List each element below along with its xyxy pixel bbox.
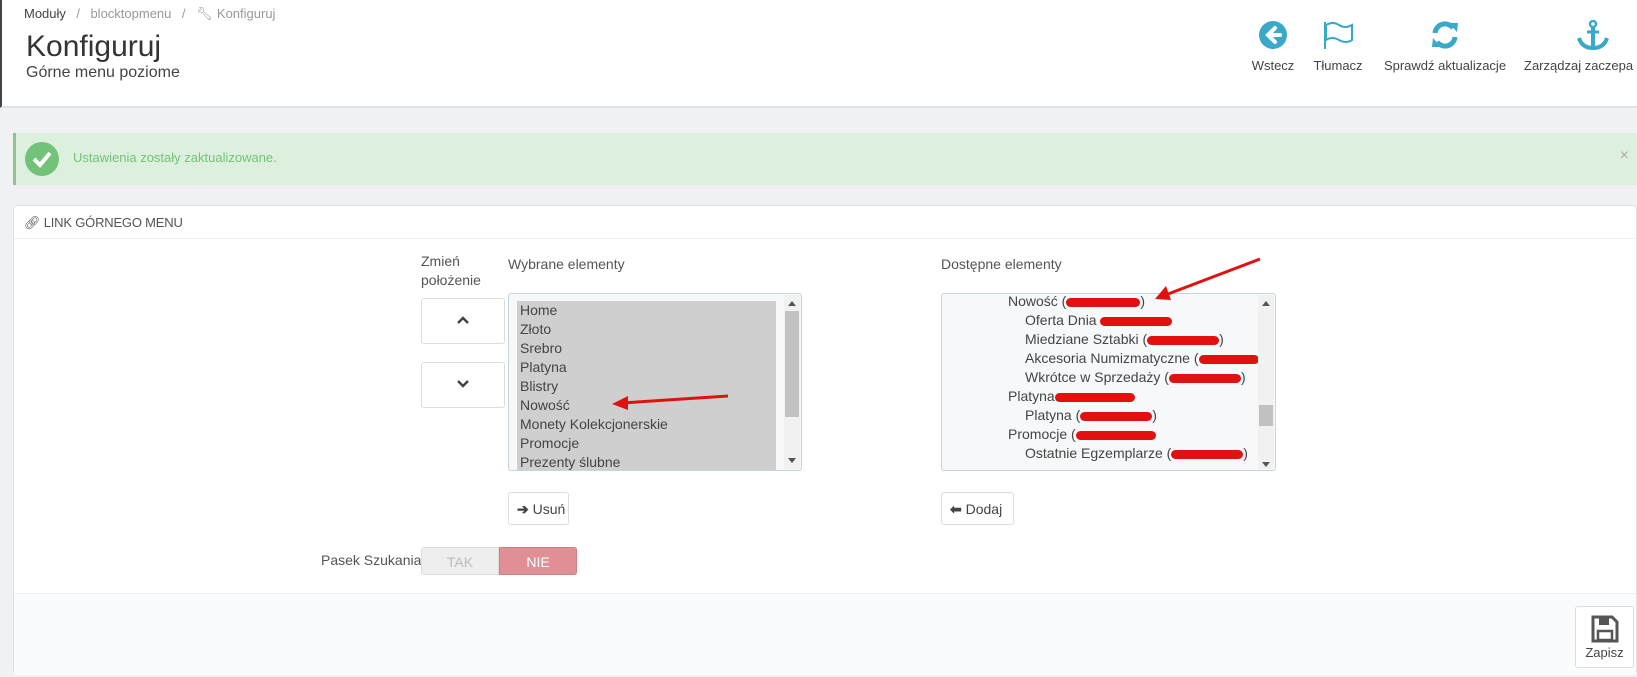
remove-button[interactable]: ➔ Usuń bbox=[508, 492, 569, 525]
item-label: Miedziane Sztabki ( bbox=[1025, 331, 1148, 347]
breadcrumb-modules[interactable]: Moduły bbox=[24, 6, 66, 21]
wrench-icon: 🔧︎ bbox=[195, 6, 213, 21]
save-label: Zapisz bbox=[1585, 645, 1624, 660]
page-header: Moduły / blocktopmenu / 🔧︎ Konfiguruj Ko… bbox=[0, 0, 1637, 108]
item-label: Ostatnie Egzemplarze ( bbox=[1025, 445, 1172, 461]
refresh-icon bbox=[1432, 21, 1458, 49]
list-item[interactable]: Blistry bbox=[520, 378, 559, 394]
redaction-mark bbox=[1147, 335, 1220, 345]
redaction-mark bbox=[1171, 449, 1244, 459]
scrollbar[interactable] bbox=[1258, 295, 1274, 469]
item-label: Platyna ( bbox=[1025, 407, 1081, 423]
list-item[interactable]: Wkrótce w Sprzedaży () bbox=[942, 368, 1252, 387]
item-label: Platyna bbox=[1008, 388, 1055, 404]
redaction-mark bbox=[1066, 297, 1141, 307]
page-subtitle: Górne menu poziome bbox=[26, 64, 180, 81]
redaction-mark bbox=[1075, 430, 1156, 440]
item-label: Wkrótce w Sprzedaży ( bbox=[1025, 369, 1169, 385]
chevron-up-icon bbox=[457, 316, 469, 324]
manage-hooks-label: Zarządzaj zaczepa bbox=[1524, 58, 1634, 73]
save-button[interactable]: Zapisz bbox=[1575, 606, 1634, 668]
list-item[interactable]: Platyna bbox=[520, 359, 567, 375]
add-button[interactable]: ⬅︎ Dodaj bbox=[941, 492, 1014, 525]
alert-message: Ustawienia zostały zaktualizowane. bbox=[73, 150, 277, 165]
close-icon[interactable]: × bbox=[1619, 147, 1629, 164]
success-alert: Ustawienia zostały zaktualizowane. × bbox=[13, 133, 1637, 185]
arrow-left-icon: ⬅︎ bbox=[950, 501, 962, 517]
list-item[interactable]: Promocje bbox=[520, 435, 580, 451]
page-title: Konfiguruj bbox=[26, 30, 162, 63]
list-item[interactable]: Prezenty ślubne bbox=[520, 454, 621, 470]
item-label: Promocje ( bbox=[1008, 426, 1076, 442]
item-suffix: ) bbox=[1243, 445, 1248, 461]
add-label: Dodaj bbox=[965, 501, 1003, 517]
toggle-yes[interactable]: TAK bbox=[421, 547, 499, 575]
floppy-disk-icon bbox=[1591, 615, 1618, 643]
back-label: Wstecz bbox=[1251, 58, 1295, 73]
item-label: Nowość ( bbox=[1008, 293, 1067, 309]
search-bar-toggle[interactable]: TAK NIE bbox=[421, 547, 577, 575]
list-item[interactable]: Platyna () bbox=[942, 406, 1252, 425]
item-suffix: ) bbox=[1140, 293, 1146, 309]
breadcrumb: Moduły / blocktopmenu / 🔧︎ Konfiguruj bbox=[24, 6, 276, 21]
arrow-right-icon: ➔ bbox=[517, 501, 529, 517]
panel-heading: 🔗︎ LINK GÓRNEGO MENU bbox=[14, 206, 1636, 239]
list-item[interactable]: Platyna bbox=[942, 387, 1252, 406]
available-items-list[interactable]: Nowość () Oferta Dnia Miedziane Sztabki (… bbox=[941, 293, 1276, 471]
selected-items-list[interactable]: Home Złoto Srebro Platyna Blistry Nowość Monet… bbox=[508, 293, 802, 471]
panel-footer: Zapisz bbox=[14, 593, 1636, 675]
top-menu-link-panel: 🔗︎ LINK GÓRNEGO MENU Zmień położenie Wyb… bbox=[13, 205, 1637, 675]
list-item[interactable]: Ostatnie Egzemplarze () bbox=[942, 444, 1252, 463]
check-updates-button[interactable]: Sprawdź aktualizacje bbox=[1380, 20, 1510, 73]
panel-heading-text: LINK GÓRNEGO MENU bbox=[43, 215, 183, 230]
list-item[interactable]: Nowość () bbox=[942, 293, 1252, 311]
list-item[interactable]: Nowość bbox=[520, 397, 570, 413]
redaction-mark bbox=[1100, 316, 1173, 326]
link-icon: 🔗︎ bbox=[24, 215, 41, 230]
move-up-button[interactable] bbox=[421, 298, 505, 344]
remove-label: Usuń bbox=[532, 501, 566, 517]
breadcrumb-current: Konfiguruj bbox=[216, 6, 276, 21]
chevron-down-icon bbox=[457, 380, 469, 388]
redaction-mark bbox=[1198, 354, 1259, 364]
manage-hooks-button[interactable]: Zarządzaj zaczepa bbox=[1524, 20, 1637, 73]
list-item[interactable]: Akcesoria Numizmatyczne ( bbox=[942, 349, 1259, 368]
arrow-circle-left-icon bbox=[1259, 21, 1287, 49]
list-item[interactable]: Srebro bbox=[520, 340, 563, 356]
check-circle-icon bbox=[25, 142, 59, 176]
anchor-icon bbox=[1577, 20, 1609, 50]
breadcrumb-blocktopmenu[interactable]: blocktopmenu bbox=[90, 6, 172, 21]
translate-label: Tłumacz bbox=[1313, 58, 1363, 73]
move-down-button[interactable] bbox=[421, 362, 505, 408]
translate-button[interactable]: Tłumacz bbox=[1308, 20, 1368, 73]
reorder-label: Zmień położenie bbox=[421, 253, 481, 288]
list-item[interactable]: Miedziane Sztabki () bbox=[942, 330, 1252, 349]
item-label: Akcesoria Numizmatyczne ( bbox=[1025, 350, 1199, 366]
item-suffix: ) bbox=[1152, 407, 1157, 423]
list-item[interactable]: Oferta Dnia bbox=[942, 311, 1252, 330]
list-item[interactable]: Promocje ( bbox=[942, 425, 1252, 444]
search-bar-label: Pasek Szukania bbox=[321, 552, 422, 568]
list-item[interactable]: Monety Kolekcjonerskie bbox=[520, 416, 668, 432]
scrollbar-thumb[interactable] bbox=[1259, 405, 1273, 426]
toggle-no[interactable]: NIE bbox=[499, 547, 577, 575]
item-label: Oferta Dnia bbox=[1025, 312, 1101, 328]
selected-items-label: Wybrane elementy bbox=[508, 256, 625, 272]
scrollbar[interactable] bbox=[784, 295, 800, 469]
check-updates-label: Sprawdź aktualizacje bbox=[1383, 58, 1507, 73]
back-button[interactable]: Wstecz bbox=[1249, 20, 1297, 73]
redaction-mark bbox=[1168, 373, 1241, 383]
scrollbar-thumb[interactable] bbox=[785, 311, 799, 417]
list-item[interactable]: Home bbox=[520, 302, 558, 318]
available-items-label: Dostępne elementy bbox=[941, 256, 1062, 272]
redaction-mark bbox=[1080, 411, 1153, 421]
redaction-mark bbox=[1054, 392, 1135, 402]
item-suffix: ) bbox=[1240, 369, 1246, 385]
list-item[interactable]: Złoto bbox=[520, 321, 552, 337]
flag-icon bbox=[1324, 22, 1353, 49]
item-suffix: ) bbox=[1219, 331, 1224, 347]
